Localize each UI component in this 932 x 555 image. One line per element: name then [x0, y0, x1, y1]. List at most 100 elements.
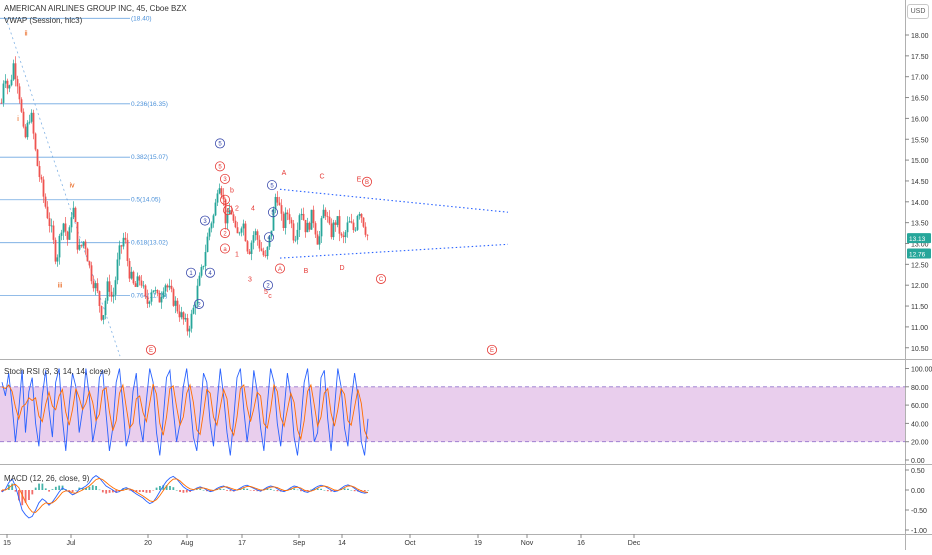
candle-body	[82, 241, 85, 246]
candle-body	[208, 228, 211, 237]
currency-badge[interactable]: USD	[907, 4, 929, 19]
candle-body	[322, 209, 325, 219]
price-tick-label: 10.50	[911, 346, 929, 353]
candle-body	[286, 212, 289, 215]
time-tick-label: Oct	[405, 540, 416, 547]
macd-histogram-bar	[135, 490, 138, 492]
wave-label-text: 4	[208, 271, 212, 277]
wave-label-b: B	[361, 176, 372, 187]
candle-body	[300, 213, 303, 216]
macd-histogram-bar	[48, 490, 51, 492]
wave-label-circle	[222, 205, 233, 216]
candle-body	[246, 241, 249, 252]
candle-body	[80, 244, 83, 246]
candle-body	[258, 239, 261, 249]
candle-body	[128, 260, 131, 279]
candle-body	[72, 207, 75, 218]
candle-body	[248, 251, 251, 255]
stoch-tick-label: 60.00	[911, 403, 929, 410]
macd-histogram-bar	[98, 489, 101, 491]
candle-body	[26, 122, 29, 138]
candle-body	[60, 232, 63, 236]
candle-body	[360, 213, 363, 218]
wave-label-text: iii	[58, 283, 63, 290]
wave-label-ii: ii	[24, 30, 28, 37]
wave-label-circle	[145, 344, 156, 355]
candle-body	[44, 196, 47, 207]
candle-body	[350, 221, 353, 223]
candle-body	[198, 275, 201, 286]
wave-label-text: E	[357, 176, 362, 183]
macd-histogram-bar	[38, 483, 40, 490]
wave-label-circle	[219, 228, 230, 239]
candle-body	[318, 236, 321, 245]
candle-body	[116, 259, 119, 281]
candle-body	[212, 215, 215, 224]
candle-body	[130, 271, 133, 279]
wave-label-1: 1	[235, 251, 239, 258]
stoch-band-fill	[0, 386, 905, 442]
macd-histogram-bar	[68, 490, 71, 491]
candle-body	[256, 231, 259, 240]
candle-body	[348, 221, 351, 223]
candle-body	[112, 294, 115, 297]
macd-legend: MACD (12, 26, close, 9)	[4, 474, 90, 483]
candle-body	[206, 236, 209, 252]
macd-histogram-bar	[303, 490, 306, 492]
candle-body	[180, 312, 183, 318]
fib-level-label: (18.40)	[131, 15, 152, 22]
macd-histogram-bar	[306, 490, 309, 492]
macd-histogram-bar	[249, 490, 252, 491]
macd-histogram-bar	[115, 490, 118, 493]
wave-label-text: D	[339, 265, 344, 272]
candle-body	[346, 222, 349, 233]
wave-label-text: 3	[248, 276, 252, 283]
candle-body	[46, 206, 49, 219]
wave-label-text: c	[268, 293, 272, 300]
macd-histogram-bar	[24, 490, 27, 503]
candle-body	[312, 209, 315, 224]
wave-label-text: 3	[203, 219, 207, 225]
candle-body	[358, 213, 361, 216]
wave-label-circle	[361, 176, 372, 187]
wave-label-c: C	[375, 273, 386, 284]
candle-body	[114, 280, 117, 295]
macd-histogram-bar	[132, 490, 134, 492]
candle-body	[136, 276, 139, 287]
wave-label-text: C	[319, 173, 324, 180]
macd-histogram-bar	[88, 486, 91, 490]
wave-label-circle	[262, 280, 273, 291]
macd-histogram-bar	[58, 485, 61, 490]
price-tick-label: 17.50	[911, 54, 929, 61]
wave-label-text: E	[149, 348, 153, 354]
stoch-tick-label: 80.00	[911, 385, 929, 392]
wave-label-text: ii	[24, 30, 28, 37]
wave-label-text: E	[490, 348, 494, 354]
macd-histogram-bar	[202, 490, 205, 491]
wave-label-4: 4	[263, 232, 274, 243]
wave-label-circle	[193, 298, 204, 309]
macd-histogram-bar	[162, 485, 165, 490]
candle-body	[252, 235, 255, 243]
wave-label-2: 2	[193, 298, 204, 309]
macd-histogram-bar	[353, 490, 356, 492]
wave-label-text: a	[223, 247, 227, 253]
macd-histogram-bar	[199, 488, 202, 490]
macd-histogram-bar	[159, 486, 161, 490]
candle-body	[118, 245, 121, 260]
candle-body	[4, 80, 7, 84]
candle-body	[294, 239, 297, 241]
candle-body	[214, 202, 217, 216]
time-tick-label: 16	[577, 540, 585, 547]
candle-body	[92, 281, 95, 289]
candle-body	[266, 246, 269, 257]
candle-body	[338, 216, 341, 234]
macd-histogram-bar	[91, 485, 94, 490]
macd-histogram-bar	[128, 490, 131, 491]
macd-histogram-bar	[226, 490, 228, 491]
candle-body	[104, 300, 107, 316]
candle-body	[70, 217, 73, 228]
candle-body	[66, 231, 69, 240]
